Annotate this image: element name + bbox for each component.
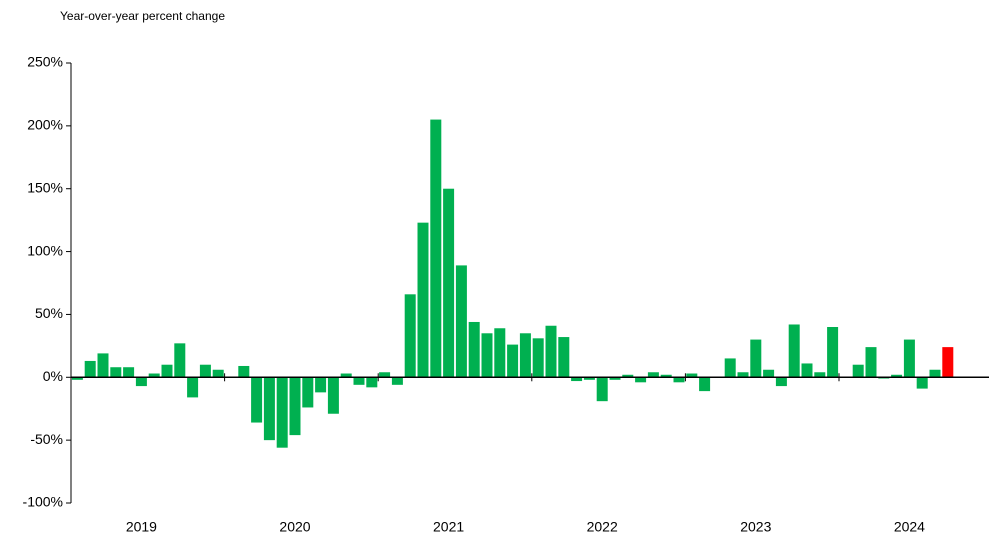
bar bbox=[135, 377, 147, 387]
bar bbox=[276, 377, 288, 448]
bar bbox=[123, 367, 135, 378]
bar bbox=[942, 347, 954, 378]
bar bbox=[737, 372, 749, 378]
bar bbox=[545, 325, 557, 378]
bar bbox=[916, 377, 928, 389]
bar bbox=[174, 343, 186, 378]
bar bbox=[148, 373, 160, 378]
bar bbox=[827, 327, 839, 378]
bar bbox=[507, 344, 519, 378]
bar bbox=[238, 365, 250, 378]
bar bbox=[302, 377, 314, 408]
y-tick-label: 100% bbox=[27, 242, 63, 258]
y-tick-label: 150% bbox=[27, 179, 63, 195]
x-tick-label: 2020 bbox=[279, 519, 310, 535]
bar bbox=[404, 294, 416, 378]
y-tick-label: -50% bbox=[30, 431, 63, 447]
bar bbox=[673, 377, 685, 383]
x-tick-label: 2022 bbox=[587, 519, 618, 535]
bar bbox=[430, 119, 442, 378]
bar bbox=[289, 377, 301, 436]
bar bbox=[97, 353, 109, 378]
bar bbox=[865, 347, 877, 378]
x-tick-label: 2023 bbox=[740, 519, 771, 535]
y-tick-label: -100% bbox=[23, 494, 63, 510]
bar bbox=[519, 333, 531, 378]
y-tick-label: 250% bbox=[27, 54, 63, 70]
bar bbox=[724, 358, 736, 378]
bar bbox=[71, 377, 83, 380]
bar bbox=[110, 367, 122, 378]
y-tick-label: 50% bbox=[35, 305, 63, 321]
x-tick-label: 2019 bbox=[126, 519, 157, 535]
bar bbox=[468, 321, 480, 378]
bar bbox=[494, 328, 506, 378]
bar bbox=[379, 372, 391, 378]
bar bbox=[775, 377, 787, 387]
bar bbox=[417, 222, 429, 378]
bar bbox=[327, 377, 339, 414]
x-tick-label: 2021 bbox=[433, 519, 464, 535]
bar bbox=[763, 369, 775, 378]
bar bbox=[622, 374, 634, 378]
bar bbox=[366, 377, 378, 388]
bar bbox=[443, 188, 455, 378]
y-tick-label: 0% bbox=[43, 368, 63, 384]
bar bbox=[199, 364, 211, 378]
bar bbox=[699, 377, 711, 392]
bar bbox=[647, 372, 659, 378]
bar bbox=[660, 374, 672, 378]
bar bbox=[212, 369, 224, 378]
bar bbox=[750, 339, 762, 378]
bar bbox=[455, 265, 467, 378]
bar bbox=[263, 377, 275, 441]
bar bbox=[532, 338, 544, 378]
bar bbox=[353, 377, 365, 385]
bar bbox=[814, 372, 826, 378]
bar bbox=[583, 377, 595, 380]
bar bbox=[161, 364, 173, 378]
y-tick-label: 200% bbox=[27, 117, 63, 133]
bar bbox=[596, 377, 608, 402]
bar bbox=[929, 369, 941, 378]
x-tick-label: 2024 bbox=[894, 519, 925, 535]
bar bbox=[84, 360, 96, 378]
bar bbox=[891, 374, 903, 378]
bar bbox=[852, 364, 864, 378]
bar bbox=[251, 377, 263, 423]
bar bbox=[686, 373, 698, 378]
y-axis-label: Year-over-year percent change bbox=[60, 9, 225, 23]
bar bbox=[903, 339, 915, 378]
bar bbox=[391, 377, 403, 385]
bar bbox=[558, 337, 570, 378]
bar bbox=[340, 373, 352, 378]
bar bbox=[571, 377, 583, 382]
bar bbox=[635, 377, 647, 383]
bar bbox=[801, 363, 813, 378]
bar bbox=[788, 324, 800, 378]
bar bbox=[481, 333, 493, 378]
bar bbox=[609, 377, 621, 380]
bar bbox=[315, 377, 327, 393]
bar bbox=[187, 377, 199, 398]
